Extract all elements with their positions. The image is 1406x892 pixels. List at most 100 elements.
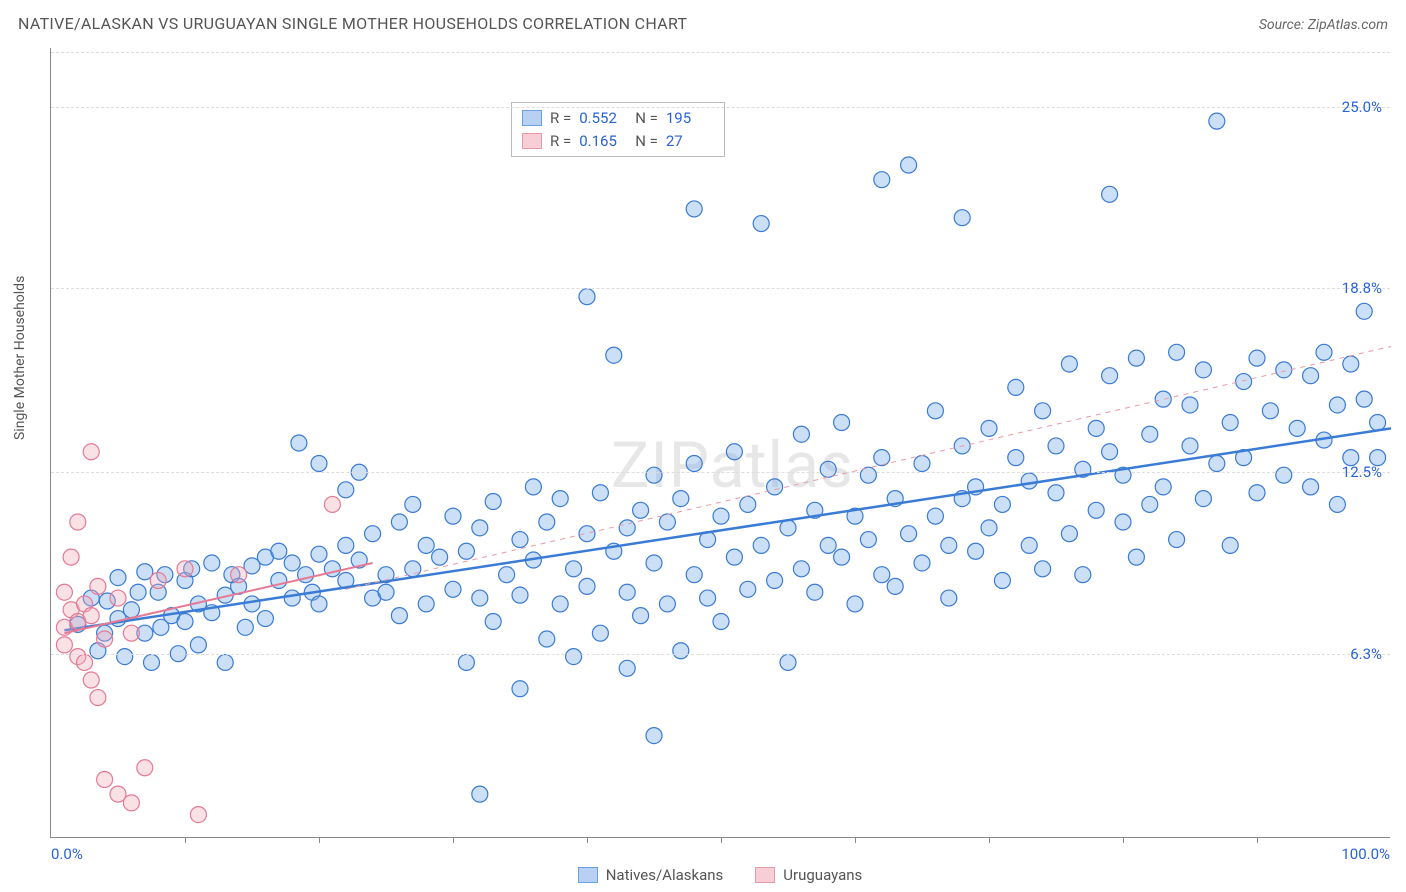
gridline-h [51,52,1390,53]
scatter-point [592,485,608,501]
scatter-point [740,581,756,597]
scatter-point [1262,403,1278,419]
xtick-mark [1123,837,1124,843]
legend-label-uruguayans: Uruguayans [783,866,862,884]
scatter-point [458,543,474,559]
scatter-point [1088,420,1104,436]
scatter-point [512,532,528,548]
scatter-point [1182,438,1198,454]
scatter-point [1222,415,1238,431]
scatter-point [726,549,742,565]
scatter-point [1169,344,1185,360]
scatter-point [1021,537,1037,553]
scatter-point [941,537,957,553]
legend-item-natives: Natives/Alaskans [578,866,724,884]
legend-swatch-natives [578,867,598,883]
scatter-point [83,608,99,624]
scatter-point [981,520,997,536]
gridline-h [51,107,1390,108]
scatter-point [834,549,850,565]
scatter-point [901,526,917,542]
scatter-point [1370,415,1386,431]
chart-header: NATIVE/ALASKAN VS URUGUAYAN SINGLE MOTHE… [18,14,1388,33]
scatter-point [1209,455,1225,471]
scatter-point [901,157,917,173]
scatter-point [1061,356,1077,372]
scatter-point [63,549,79,565]
scatter-point [1128,549,1144,565]
scatter-point [981,420,997,436]
scatter-point [1035,561,1051,577]
scatter-point [1182,397,1198,413]
gridline-h [51,654,1390,655]
scatter-point [244,596,260,612]
ytick-label: 18.8% [1342,279,1382,297]
scatter-point [847,596,863,612]
ytick-label: 12.5% [1342,463,1382,481]
scatter-point [150,573,166,589]
scatter-point [405,561,421,577]
swatch-natives [522,110,542,126]
scatter-point [968,543,984,559]
scatter-point [271,543,287,559]
scatter-point [592,625,608,641]
stats-row-natives: R = 0.552 N = 195 [522,107,714,130]
legend-label-natives: Natives/Alaskans [606,866,724,884]
scatter-point [485,613,501,629]
scatter-point [1048,438,1064,454]
scatter-point [860,532,876,548]
scatter-point [646,728,662,744]
scatter-point [552,596,568,612]
scatter-point [365,526,381,542]
stats-legend-box: R = 0.552 N = 195 R = 0.165 N = 27 [511,102,725,157]
scatter-point [1249,485,1265,501]
scatter-point [552,491,568,507]
scatter-point [512,681,528,697]
scatter-point [418,537,434,553]
y-axis-label: Single Mother Households [12,276,28,440]
scatter-point [70,514,86,530]
scatter-point [123,602,139,618]
scatter-point [83,444,99,460]
scatter-point [324,496,340,512]
scatter-point [700,590,716,606]
scatter-point [204,555,220,571]
scatter-point [1102,368,1118,384]
scatter-point [117,649,133,665]
scatter-point [472,520,488,536]
scatter-point [56,637,72,653]
scatter-point [472,786,488,802]
scatter-point [686,567,702,583]
scatter-point [1035,403,1051,419]
scatter-point [177,561,193,577]
scatter-point [1356,303,1372,319]
scatter-point [914,555,930,571]
scatter-point [217,654,233,670]
scatter-point [1075,567,1091,583]
scatter-point [1356,391,1372,407]
scatter-point [1209,113,1225,129]
scatter-point [284,590,300,606]
scatter-point [405,496,421,512]
scatter-point [874,172,890,188]
scatter-point [83,672,99,688]
chart-source: Source: ZipAtlas.com [1259,17,1388,33]
scatter-point [820,461,836,477]
scatter-point [633,608,649,624]
scatter-point [137,760,153,776]
xtick-mark [587,837,588,843]
scatter-point [807,584,823,600]
scatter-point [1115,514,1131,530]
scatter-point [130,584,146,600]
scatter-point [713,613,729,629]
scatter-point [445,508,461,524]
scatter-point [1061,526,1077,542]
scatter-point [686,455,702,471]
scatter-point [144,654,160,670]
scatter-point [646,467,662,483]
scatter-point [190,807,206,823]
scatter-point [284,555,300,571]
scatter-point [539,514,555,530]
scatter-point [1155,391,1171,407]
scatter-point [994,496,1010,512]
